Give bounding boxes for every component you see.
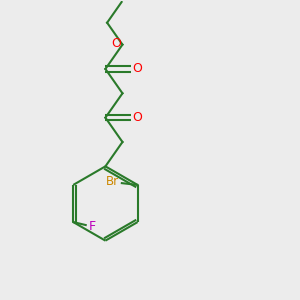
Text: O: O — [111, 37, 121, 50]
Text: F: F — [89, 220, 96, 233]
Text: Br: Br — [106, 176, 119, 188]
Text: O: O — [132, 111, 142, 124]
Text: O: O — [132, 62, 142, 76]
